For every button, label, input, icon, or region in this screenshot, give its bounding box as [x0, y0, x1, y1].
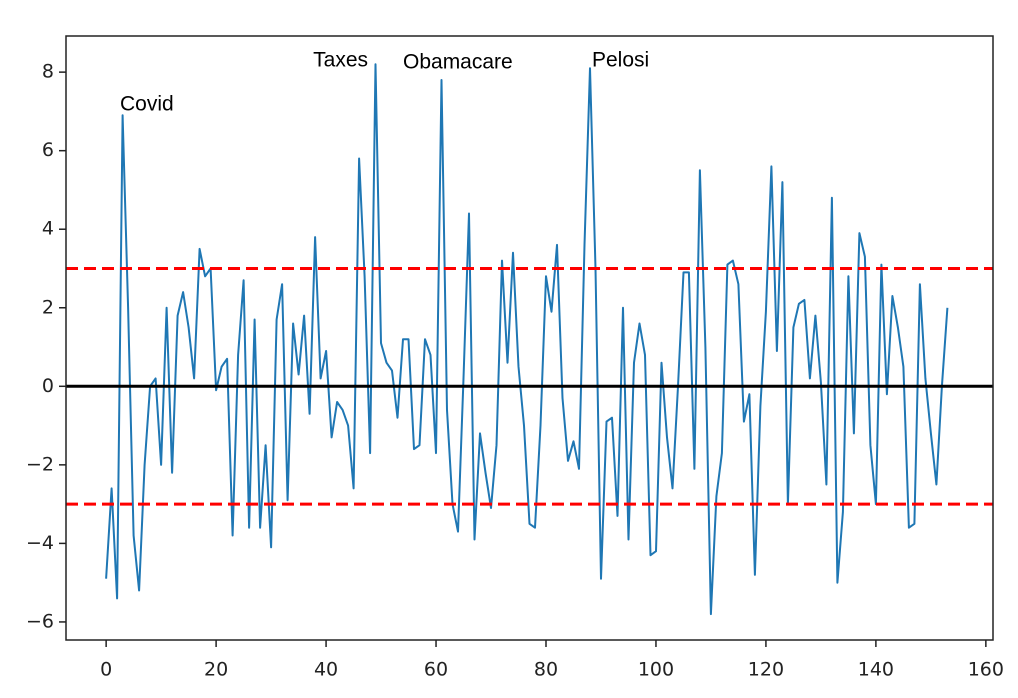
- x-tick-label: 0: [100, 659, 112, 681]
- x-tick-label: 80: [534, 659, 558, 681]
- annotation: Pelosi: [592, 49, 649, 72]
- y-tick-label: −6: [26, 610, 54, 632]
- y-tick-label: 2: [42, 296, 54, 318]
- y-tick-label: −4: [26, 532, 54, 554]
- y-tick-label: 6: [42, 139, 54, 161]
- x-tick-label: 140: [858, 659, 894, 681]
- x-tick-label: 160: [968, 659, 1004, 681]
- x-tick-label: 20: [204, 659, 228, 681]
- annotation: Covid: [120, 93, 174, 116]
- annotation: Obamacare: [403, 51, 513, 74]
- plot-frame: [65, 35, 994, 641]
- y-tick-label: 4: [42, 218, 54, 240]
- y-tick-label: 0: [42, 375, 54, 397]
- data-line: [105, 63, 949, 616]
- y-tick-label: −2: [26, 453, 54, 475]
- x-tick-label: 60: [424, 659, 448, 681]
- x-tick-label: 100: [638, 659, 674, 681]
- x-tick-label: 120: [748, 659, 784, 681]
- y-tick-label: 8: [42, 61, 54, 83]
- x-tick-label: 40: [314, 659, 338, 681]
- annotation: Taxes: [313, 49, 368, 72]
